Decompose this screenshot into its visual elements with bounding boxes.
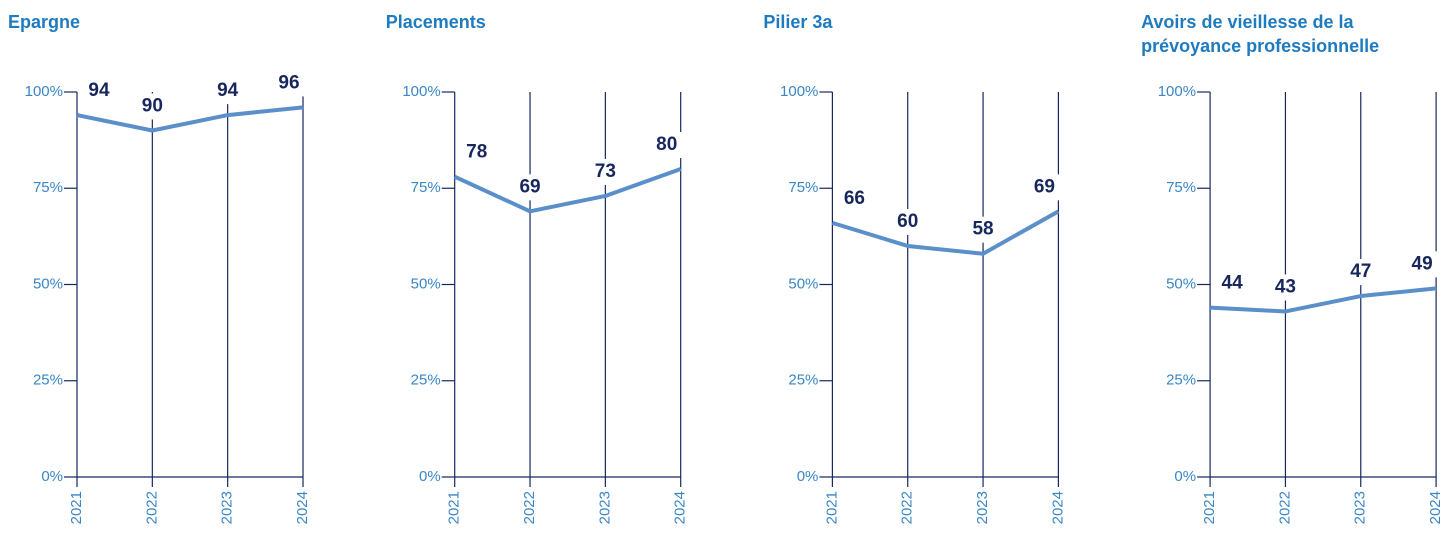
x-tick-label: 2021	[823, 491, 840, 524]
data-label: 90	[142, 96, 163, 117]
label-bg	[1214, 270, 1251, 297]
y-tick-label: 50%	[33, 275, 63, 292]
label-bg	[836, 185, 873, 212]
x-tick-label: 2023	[1352, 491, 1369, 524]
data-line	[76, 105, 304, 133]
label-bg	[512, 174, 549, 201]
data-line	[831, 209, 1060, 256]
data-line	[453, 167, 682, 214]
x-tick-label: 2024	[1427, 491, 1444, 524]
y-tick-label: 75%	[411, 179, 441, 196]
data-label: 80	[656, 134, 677, 155]
x-tick-label: 2024	[672, 491, 689, 524]
y-tick-label: 50%	[788, 275, 818, 292]
y-tick-label: 25%	[788, 372, 818, 389]
label-bg	[1026, 174, 1063, 201]
y-tick-label: 0%	[1174, 468, 1196, 485]
data-label: 60	[897, 211, 918, 232]
data-label: 44	[1222, 273, 1244, 294]
x-tick-label: 2022	[521, 491, 538, 524]
y-tick-label: 25%	[411, 372, 441, 389]
chart-title: Avoirs de vieillesse de la prévoyance pr…	[1141, 12, 1380, 56]
data-label: 69	[519, 176, 540, 197]
label-bg	[648, 132, 685, 158]
data-label: 73	[595, 161, 616, 182]
y-tick-label: 25%	[1166, 372, 1196, 389]
data-label: 78	[466, 142, 487, 163]
label-bg	[458, 139, 495, 166]
data-label: 96	[278, 72, 299, 93]
data-label: 94	[88, 80, 110, 101]
x-tick-label: 2024	[1049, 491, 1066, 524]
y-tick-label: 100%	[25, 83, 63, 100]
y-tick-label: 100%	[780, 83, 818, 100]
label-bg	[209, 78, 246, 105]
x-tick-label: 2023	[974, 491, 991, 524]
chart-title: Pilier 3a	[763, 12, 833, 32]
x-tick-label: 2023	[596, 491, 613, 524]
label-bg	[81, 78, 117, 105]
data-label: 47	[1350, 261, 1371, 282]
y-tick-label: 75%	[33, 179, 63, 196]
label-bg	[1342, 259, 1379, 286]
label-bg	[587, 158, 624, 185]
label-bg	[1404, 251, 1441, 278]
chart-title: Placements	[385, 12, 486, 32]
chart-title: Epargne	[8, 12, 81, 32]
x-tick-label: 2022	[899, 491, 916, 524]
x-tick-label: 2022	[143, 491, 160, 524]
y-tick-label: 0%	[41, 468, 63, 485]
x-tick-label: 2024	[294, 491, 311, 524]
label-bg	[271, 70, 307, 97]
y-tick-label: 100%	[1158, 83, 1196, 100]
data-label: 94	[217, 80, 239, 101]
label-bg	[889, 209, 926, 235]
y-tick-label: 75%	[788, 179, 818, 196]
y-tick-label: 0%	[797, 468, 819, 485]
y-tick-label: 75%	[1166, 179, 1196, 196]
y-tick-label: 25%	[33, 372, 63, 389]
label-bg	[1267, 274, 1304, 301]
label-bg	[965, 216, 1002, 243]
y-tick-label: 0%	[419, 468, 441, 485]
label-bg	[134, 93, 171, 120]
data-line	[1209, 286, 1437, 314]
data-label: 58	[972, 219, 993, 240]
x-tick-label: 2021	[68, 491, 85, 524]
y-tick-label: 50%	[1166, 275, 1196, 292]
data-label: 69	[1034, 176, 1055, 197]
data-label: 43	[1275, 276, 1296, 297]
x-tick-label: 2022	[1276, 491, 1293, 524]
y-tick-label: 50%	[411, 275, 441, 292]
y-tick-label: 100%	[402, 83, 440, 100]
data-label: 49	[1412, 253, 1433, 274]
x-tick-label: 2021	[446, 491, 463, 524]
x-tick-label: 2021	[1201, 491, 1218, 524]
x-tick-label: 2023	[219, 491, 236, 524]
data-label: 66	[844, 188, 865, 209]
